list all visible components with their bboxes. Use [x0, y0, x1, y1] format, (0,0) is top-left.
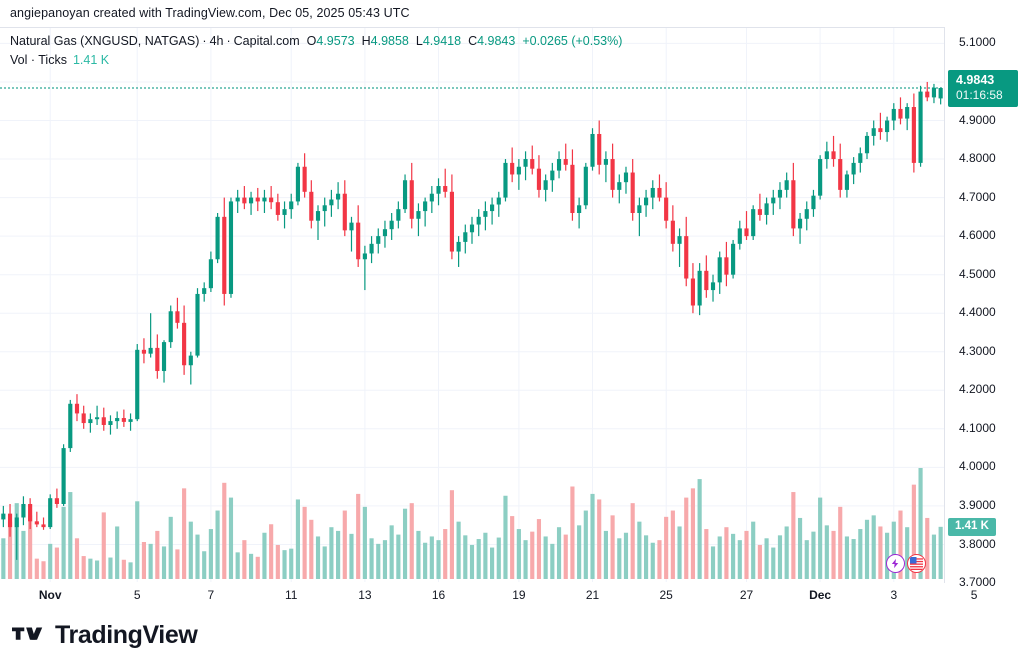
chart-corner-badges [886, 554, 926, 573]
current-price-value: 4.9843 [956, 73, 995, 87]
price-axis[interactable]: 5.10005.00004.90004.80004.70004.60004.50… [945, 27, 1024, 589]
price-tick: 4.0000 [959, 459, 996, 474]
price-tick: 4.3000 [959, 343, 996, 358]
price-tick: 3.9000 [959, 497, 996, 512]
time-axis[interactable]: Nov 5 7 11 13 16 19 21 25 27 Dec 3 5 [0, 582, 977, 610]
price-tick: 5.1000 [959, 35, 996, 50]
price-tick: 4.9000 [959, 112, 996, 127]
price-tick: 4.1000 [959, 420, 996, 435]
time-tick: 27 [739, 588, 754, 602]
time-tick: 5 [970, 588, 978, 602]
tradingview-logo-text: TradingView [55, 620, 198, 649]
time-tick: Dec [809, 588, 832, 602]
current-price-badge: 4.9843 01:16:58 [948, 70, 1018, 107]
time-tick: 16 [431, 588, 446, 602]
price-tick: 3.8000 [959, 536, 996, 551]
footer-bar: TradingView [0, 609, 1024, 661]
price-tick: 4.2000 [959, 382, 996, 397]
candlestick-series [0, 28, 944, 583]
time-tick: 25 [659, 588, 673, 602]
price-tick: 4.7000 [959, 189, 996, 204]
time-tick: 21 [585, 588, 600, 602]
attribution-text: angiepanoyan created with TradingView.co… [10, 6, 410, 20]
price-tick: 4.6000 [959, 228, 996, 243]
volume-value-badge: 1.41 K [948, 517, 996, 536]
time-tick: 19 [512, 588, 526, 602]
tradingview-mark-icon [12, 627, 43, 640]
price-tick: 3.7000 [959, 575, 996, 589]
time-tick: 7 [207, 588, 215, 602]
price-tick: 4.8000 [959, 151, 996, 165]
tradingview-logo[interactable]: TradingView [12, 620, 198, 650]
price-tick: 4.4000 [959, 305, 996, 320]
us-flag-icon[interactable] [907, 554, 926, 573]
time-tick: 13 [358, 588, 372, 602]
time-tick: 11 [284, 588, 298, 602]
time-tick: Nov [38, 588, 62, 602]
time-tick: 3 [890, 588, 898, 602]
time-tick: 5 [133, 588, 141, 602]
chart-plot-area[interactable] [0, 27, 945, 583]
price-tick: 4.5000 [959, 266, 996, 281]
lightning-bolt-icon[interactable] [886, 554, 905, 573]
price-line-overlay [0, 28, 944, 583]
bar-countdown: 01:16:58 [956, 88, 1003, 102]
